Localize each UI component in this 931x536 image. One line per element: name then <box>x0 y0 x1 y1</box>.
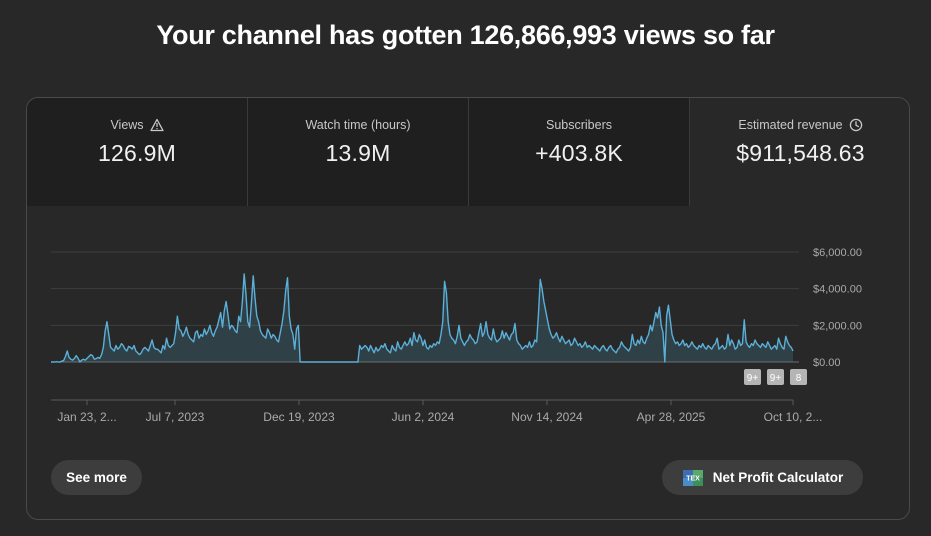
x-tick-label: Jan 23, 2... <box>57 410 116 424</box>
x-tick-label: Jun 2, 2024 <box>392 410 455 424</box>
clock-icon <box>849 118 862 132</box>
logo-text: TEX <box>686 475 700 482</box>
metric-tabs: Views 126.9M Watch time (hours) 13.9M Su… <box>27 98 909 206</box>
metric-tab-subscribers[interactable]: Subscribers +403.8K <box>469 98 690 206</box>
x-tick-label: Dec 19, 2023 <box>263 410 335 424</box>
net-profit-calculator-button[interactable]: TEX Net Profit Calculator <box>662 460 863 495</box>
x-tick-label: Nov 14, 2024 <box>511 410 583 424</box>
x-tick-label: Oct 10, 2... <box>764 410 823 424</box>
metric-label-views: Views <box>110 118 144 132</box>
tex-logo-icon: TEX <box>682 469 703 486</box>
metric-value-revenue: $911,548.63 <box>736 140 865 166</box>
metric-tab-watch-time[interactable]: Watch time (hours) 13.9M <box>248 98 469 206</box>
metric-value-views: 126.9M <box>98 140 176 166</box>
revenue-series-line <box>51 273 794 363</box>
x-tick-label: Jul 7, 2023 <box>146 410 205 424</box>
event-badge-label: 9+ <box>747 373 759 384</box>
metric-tab-estimated-revenue[interactable]: Estimated revenue $911,548.63 <box>690 98 909 206</box>
event-badge <box>744 369 761 385</box>
y-tick-label: $4,000.00 <box>813 284 862 296</box>
see-more-button[interactable]: See more <box>51 460 142 495</box>
see-more-label: See more <box>66 470 127 485</box>
metric-label-subscribers: Subscribers <box>546 118 612 132</box>
metric-tab-views[interactable]: Views 126.9M <box>27 98 248 206</box>
analytics-card: Views 126.9M Watch time (hours) 13.9M Su… <box>26 97 910 520</box>
x-tick-label: Apr 28, 2025 <box>637 410 706 424</box>
revenue-chart: $6,000.00 $4,000.00 $2,000.00 $0.00 9+ 9+ 8 Jan… <box>27 206 909 436</box>
event-badge <box>790 369 807 385</box>
y-tick-label: $2,000.00 <box>813 320 862 332</box>
y-tick-label: $0.00 <box>813 357 841 369</box>
net-profit-label: Net Profit Calculator <box>712 470 844 485</box>
metric-value-watch-time: 13.9M <box>325 140 391 166</box>
metric-label-revenue: Estimated revenue <box>738 118 843 132</box>
revenue-chart-svg: $6,000.00 $4,000.00 $2,000.00 $0.00 9+ 9+ 8 Jan… <box>51 247 862 424</box>
event-badge-label: 9+ <box>770 373 782 384</box>
page-headline: Your channel has gotten 126,866,993 view… <box>156 20 775 50</box>
y-tick-label: $6,000.00 <box>813 247 862 259</box>
metric-value-subscribers: +403.8K <box>535 140 623 166</box>
revenue-area <box>51 274 793 362</box>
event-badge <box>767 369 784 385</box>
warning-icon <box>149 118 164 132</box>
metric-label-watch-time: Watch time (hours) <box>305 118 411 132</box>
event-badge-label: 8 <box>796 373 802 384</box>
